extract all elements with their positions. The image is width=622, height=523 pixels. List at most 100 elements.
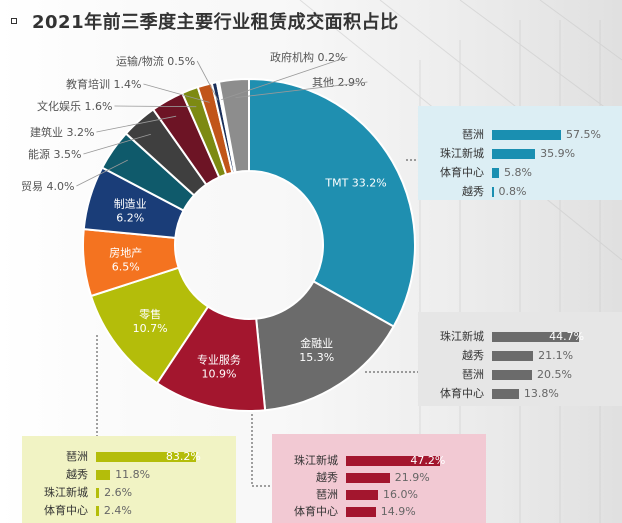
breakdown-value-label: 57.5%: [566, 128, 601, 141]
slice-label-13: 其他 2.9%: [312, 76, 365, 89]
breakdown-bar: [96, 506, 99, 516]
breakdown-category: 体育中心: [294, 505, 338, 518]
breakdown-row: 珠江新城 2.6%: [22, 486, 236, 500]
leader-line-7: [83, 133, 151, 155]
breakdown-category: 琶洲: [316, 488, 338, 501]
leader-line-6: [76, 159, 128, 187]
breakdown-bar: [492, 332, 580, 342]
slice-label-8: 建筑业 3.2%: [30, 125, 94, 139]
breakdown-bar: [492, 149, 536, 159]
title-bullet-icon: [11, 18, 17, 24]
slice-label-0: TMT 33.2%: [324, 176, 386, 189]
slice-label-9: 文化娱乐 1.6%: [37, 99, 112, 113]
leader-line-11: [196, 60, 219, 101]
breakdown-category: 体育中心: [440, 387, 484, 400]
breakdown-value-label: 47.2%: [410, 454, 446, 467]
slice-value-2: 10.9%: [201, 367, 236, 380]
breakdown-bar: [346, 507, 376, 517]
slice-label-10: 教育培训 1.4%: [66, 77, 141, 91]
breakdown-category: 琶洲: [66, 450, 88, 463]
breakdown-bar: [346, 490, 378, 500]
connector-professional: [251, 410, 270, 487]
breakdown-row: 体育中心 14.9%: [272, 505, 486, 519]
leader-line-8: [96, 115, 177, 133]
slice-label-12: 政府机构 0.2%: [270, 50, 345, 64]
breakdown-category: 体育中心: [44, 504, 88, 517]
breakdown-category: 越秀: [462, 349, 484, 362]
professional-services-breakdown-panel: 珠江新城 47.2% 越秀 21.9% 琶洲 16.0% 体育中心 14.9%: [272, 434, 486, 523]
breakdown-value-label: 14.9%: [380, 505, 416, 518]
leader-line-9: [114, 105, 197, 108]
breakdown-category: 越秀: [66, 468, 88, 481]
slice-label-2: 专业服务: [197, 352, 241, 366]
breakdown-value-label: 20.5%: [536, 368, 572, 381]
breakdown-row: 体育中心 5.8%: [418, 166, 622, 180]
slice-value-4: 6.5%: [112, 260, 140, 273]
slice-value-5: 6.2%: [116, 212, 144, 225]
breakdown-bar: [492, 187, 494, 197]
breakdown-value-label: 21.1%: [538, 349, 574, 362]
breakdown-category: 珠江新城: [440, 147, 484, 160]
breakdown-value-label: 0.8%: [498, 185, 527, 198]
breakdown-category: 越秀: [462, 185, 484, 198]
tmt-breakdown-panel: 琶洲 57.5% 珠江新城 35.9% 体育中心 5.8% 越秀 0.8%: [418, 106, 622, 200]
breakdown-value-label: 35.9%: [540, 147, 576, 160]
breakdown-value-label: 44.7%: [549, 330, 585, 343]
breakdown-row: 越秀 11.8%: [22, 468, 236, 482]
breakdown-row: 珠江新城 47.2%: [272, 454, 486, 468]
breakdown-row: 越秀 21.9%: [272, 471, 486, 485]
retail-breakdown-panel: 琶洲 83.2% 越秀 11.8% 珠江新城 2.6% 体育中心 2.4%: [22, 436, 236, 523]
breakdown-row: 体育中心 13.8%: [418, 387, 622, 401]
breakdown-value-label: 83.2%: [165, 450, 201, 463]
breakdown-bar: [96, 470, 111, 480]
breakdown-bar: [492, 130, 561, 140]
leader-line-13: [235, 81, 368, 99]
breakdown-row: 琶洲 57.5%: [418, 128, 622, 142]
donut-slice-1: [255, 279, 395, 412]
slice-label-5: 制造业: [114, 197, 147, 211]
breakdown-row: 越秀 0.8%: [418, 185, 622, 199]
breakdown-row: 越秀 21.1%: [418, 349, 622, 363]
breakdown-bar: [96, 488, 100, 498]
breakdown-value-label: 13.8%: [523, 387, 559, 400]
breakdown-bar: [96, 452, 196, 462]
breakdown-value-label: 2.4%: [103, 504, 132, 517]
chart-title: 2021年前三季度主要行业租赁成交面积占比: [32, 12, 399, 33]
finance-breakdown-panel: 珠江新城 44.7% 越秀 21.1% 琶洲 20.5% 体育中心 13.8%: [418, 312, 622, 406]
donut-slice-13: [217, 77, 250, 174]
slice-label-6: 贸易 4.0%: [21, 180, 74, 193]
breakdown-value-label: 11.8%: [115, 468, 151, 481]
donut-slice-0: [248, 77, 416, 328]
slice-label-7: 能源 3.5%: [28, 147, 81, 161]
breakdown-category: 珠江新城: [294, 454, 338, 467]
breakdown-row: 琶洲 83.2%: [22, 450, 236, 464]
breakdown-bar: [492, 389, 519, 399]
breakdown-bar: [492, 168, 499, 178]
breakdown-row: 琶洲 20.5%: [418, 368, 622, 382]
breakdown-category: 琶洲: [462, 368, 484, 381]
slice-label-11: 运输/物流 0.5%: [116, 54, 195, 68]
breakdown-value-label: 16.0%: [383, 488, 418, 501]
breakdown-bar: [492, 351, 534, 361]
breakdown-category: 琶洲: [462, 128, 484, 141]
slice-label-3: 零售: [139, 307, 161, 321]
breakdown-category: 越秀: [316, 471, 338, 484]
leader-line-12: [221, 56, 348, 100]
breakdown-category: 珠江新城: [44, 486, 88, 499]
slice-label-1: 金融业: [300, 336, 333, 350]
slice-value-1: 15.3%: [299, 351, 334, 364]
breakdown-row: 琶洲 16.0%: [272, 488, 486, 502]
breakdown-bar: [492, 370, 532, 380]
leader-line-10: [143, 83, 210, 103]
breakdown-row: 体育中心 2.4%: [22, 504, 236, 518]
breakdown-category: 珠江新城: [440, 330, 484, 343]
breakdown-value-label: 5.8%: [503, 166, 532, 179]
breakdown-category: 体育中心: [440, 166, 484, 179]
breakdown-value-label: 21.9%: [394, 471, 430, 484]
breakdown-value-label: 2.6%: [104, 486, 133, 499]
slice-label-4: 房地产: [109, 245, 142, 259]
breakdown-bar: [346, 456, 441, 466]
slice-value-3: 10.7%: [133, 322, 168, 335]
breakdown-row: 珠江新城 35.9%: [418, 147, 622, 161]
